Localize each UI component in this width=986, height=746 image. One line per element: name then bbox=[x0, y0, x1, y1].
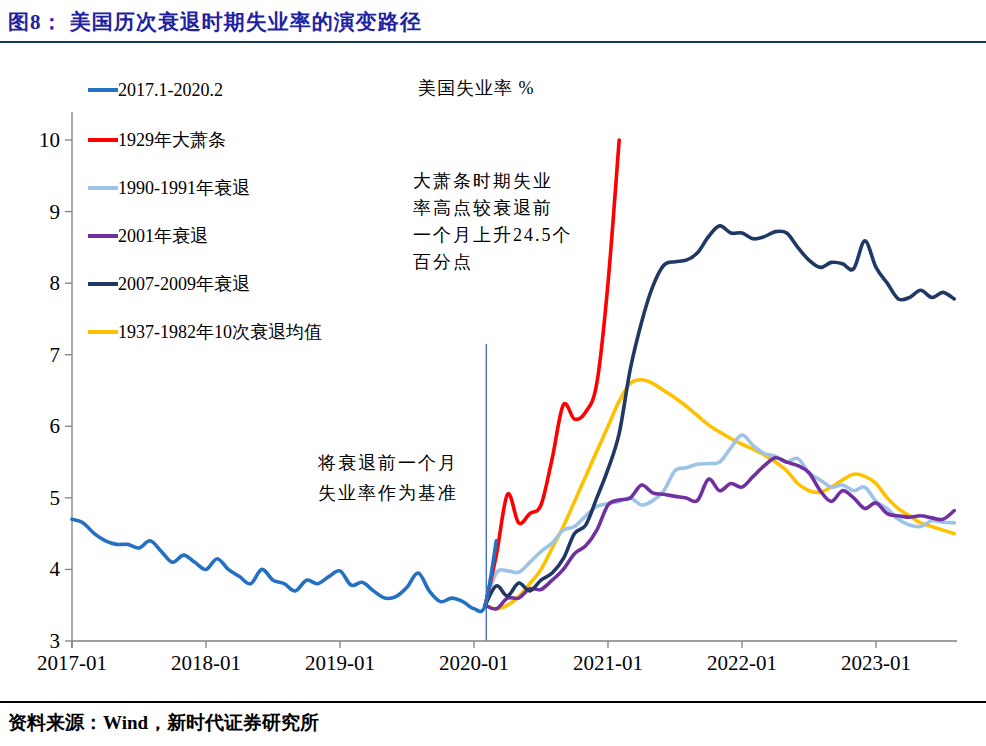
legend-item-0: 2017.1-2020.2 bbox=[88, 80, 223, 100]
source-text: 资料来源：Wind，新时代证券研究所 bbox=[8, 710, 319, 736]
chart-legend: 2017.1-2020.2 1929年大萧条 1990-1991年衰退 2001年衰退… bbox=[88, 0, 408, 350]
y-tick-label: 9 bbox=[50, 200, 61, 224]
annotation-depression-line-1: 率高点较衰退前 bbox=[413, 195, 618, 222]
series-line-2 bbox=[485, 435, 954, 605]
legend-swatch-1 bbox=[88, 138, 118, 142]
series-line-3 bbox=[485, 458, 954, 609]
legend-swatch-5 bbox=[88, 330, 118, 334]
x-tick-label: 2017-01 bbox=[37, 651, 107, 675]
legend-item-5: 1937-1982年10次衰退均值 bbox=[88, 320, 322, 340]
report-figure-page: 3 4 5 6 7 8 9 10 2017-01 2018-01 2019-01 2020-01 202… bbox=[0, 0, 986, 746]
legend-swatch-3 bbox=[88, 234, 118, 238]
legend-item-1: 1929年大萧条 bbox=[88, 128, 226, 148]
annotation-depression-line-2: 一个月上升24.5个 bbox=[413, 222, 618, 249]
x-tick-label: 2023-01 bbox=[841, 651, 911, 675]
annotation-baseline-line-0: 将衰退前一个月 bbox=[288, 448, 488, 478]
legend-label-5: 1937-1982年10次衰退均值 bbox=[118, 322, 322, 342]
series-line-4 bbox=[485, 226, 954, 605]
x-tick-label: 2020-01 bbox=[439, 651, 509, 675]
legend-item-3: 2001年衰退 bbox=[88, 224, 208, 244]
annotation-baseline-line-1: 失业率作为基准 bbox=[288, 478, 488, 508]
x-tick-label: 2021-01 bbox=[573, 651, 643, 675]
legend-label-4: 2007-2009年衰退 bbox=[118, 274, 250, 294]
legend-swatch-4 bbox=[88, 282, 118, 286]
legend-label-2: 1990-1991年衰退 bbox=[118, 178, 250, 198]
y-tick-label: 8 bbox=[50, 271, 61, 295]
x-tick-label: 2018-01 bbox=[171, 651, 241, 675]
annotation-depression-line-0: 大萧条时期失业 bbox=[413, 168, 618, 195]
x-tick-label: 2022-01 bbox=[707, 651, 777, 675]
annotation-baseline-note: 将衰退前一个月失业率作为基准 bbox=[288, 448, 488, 508]
legend-swatch-0 bbox=[88, 88, 118, 92]
y-tick-label: 3 bbox=[50, 629, 61, 653]
annotation-depression-note: 大萧条时期失业率高点较衰退前一个月上升24.5个百分点 bbox=[413, 168, 618, 276]
legend-item-2: 1990-1991年衰退 bbox=[88, 176, 250, 196]
y-tick-label: 7 bbox=[50, 343, 61, 367]
x-tick-label: 2019-01 bbox=[305, 651, 375, 675]
y-tick-label: 4 bbox=[50, 557, 61, 581]
legend-label-0: 2017.1-2020.2 bbox=[118, 80, 223, 100]
y-tick-label: 5 bbox=[50, 486, 61, 510]
legend-label-1: 1929年大萧条 bbox=[118, 130, 226, 150]
legend-item-4: 2007-2009年衰退 bbox=[88, 272, 250, 292]
chart-title: 美国失业率 % bbox=[418, 76, 535, 100]
series-line-5 bbox=[485, 380, 954, 609]
y-tick-label: 6 bbox=[50, 414, 61, 438]
series-line-0 bbox=[72, 519, 496, 611]
y-tick-label: 10 bbox=[39, 128, 60, 152]
legend-swatch-2 bbox=[88, 186, 118, 190]
annotation-depression-line-3: 百分点 bbox=[413, 249, 618, 276]
legend-label-3: 2001年衰退 bbox=[118, 226, 208, 246]
source-divider bbox=[0, 701, 986, 703]
